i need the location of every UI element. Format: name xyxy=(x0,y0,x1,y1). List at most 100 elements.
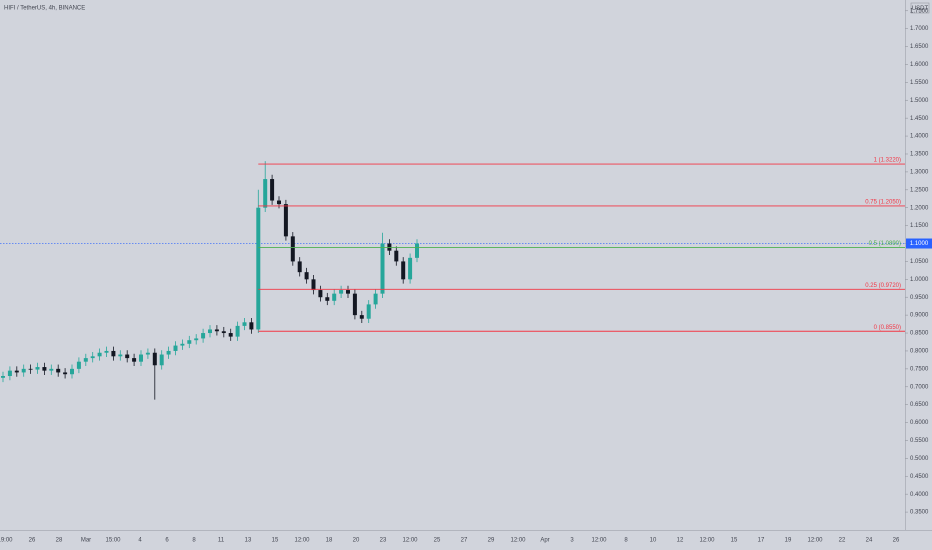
y-tick-label: 0.7000 xyxy=(910,384,929,390)
y-tick-label: 0.6500 xyxy=(910,402,929,408)
y-tick-label: 1.6000 xyxy=(910,62,929,68)
x-tick-label: 25 xyxy=(434,538,441,544)
candle-body xyxy=(180,343,185,346)
x-tick-label: 19 xyxy=(785,538,792,544)
candle-body xyxy=(304,272,309,280)
x-tick-label: 15:00 xyxy=(105,538,121,544)
currency-box xyxy=(910,2,930,14)
candle-body xyxy=(159,354,164,366)
candle-body xyxy=(359,315,364,319)
x-tick-label: 12:00 xyxy=(510,538,526,544)
candle-body xyxy=(256,207,261,330)
candle-body xyxy=(242,322,247,326)
candle-body xyxy=(221,331,226,334)
candle-body xyxy=(111,350,116,357)
candle-body xyxy=(194,338,199,341)
x-tick-label: 23 xyxy=(380,538,387,544)
candle-body xyxy=(7,370,12,377)
candle-body xyxy=(76,361,81,369)
candle-body xyxy=(270,179,275,201)
candle-body xyxy=(332,293,337,301)
candle-body xyxy=(56,368,61,373)
x-tick-label: 17 xyxy=(758,538,765,544)
x-tick-label: 12:00 xyxy=(699,538,715,544)
candle-body xyxy=(311,279,316,291)
y-tick-label: 0.4500 xyxy=(910,474,929,480)
candle-body xyxy=(35,367,40,370)
candle-body xyxy=(346,290,350,294)
candle-body xyxy=(118,354,123,357)
x-tick-label: Apr xyxy=(540,538,549,544)
x-tick-label: 26 xyxy=(893,538,900,544)
x-tick-label: 15 xyxy=(272,538,279,544)
candle-body xyxy=(139,354,143,362)
candle-body xyxy=(42,367,47,371)
candle-body xyxy=(187,340,192,344)
x-tick-label: 10 xyxy=(650,538,657,544)
y-tick-label: 1.4000 xyxy=(910,134,929,140)
x-tick-label: 22 xyxy=(839,538,846,544)
y-tick-label: 1.3000 xyxy=(910,169,929,175)
candle-body xyxy=(249,322,254,330)
y-tick-label: 0.6000 xyxy=(910,420,929,426)
candle-body xyxy=(352,293,357,316)
candle-body xyxy=(401,261,406,280)
last-price-label: 1.1000 xyxy=(910,241,929,247)
candle-body xyxy=(28,368,33,370)
x-tick-label: 12:00 xyxy=(294,538,310,544)
y-tick-label: 1.2000 xyxy=(910,205,929,211)
y-tick-label: 0.9500 xyxy=(910,295,929,301)
candle-body xyxy=(97,352,102,357)
candle-body xyxy=(415,243,419,258)
candle-body xyxy=(152,352,157,366)
candle-body xyxy=(70,368,74,375)
candle-body xyxy=(90,356,95,359)
x-tick-label: 13 xyxy=(245,538,252,544)
x-tick-label: 20 xyxy=(353,538,360,544)
x-tick-label: 28 xyxy=(56,538,63,544)
candle-body xyxy=(166,350,171,355)
y-tick-label: 1.0000 xyxy=(910,277,929,283)
last-price-box xyxy=(906,238,932,249)
y-tick-label: 0.5500 xyxy=(910,438,929,444)
candle-body xyxy=(277,200,281,205)
x-tick-label: 6 xyxy=(165,538,169,544)
y-tick-label: 1.5500 xyxy=(910,80,929,86)
x-tick-label: 3 xyxy=(570,538,574,544)
x-tick-label: 12 xyxy=(677,538,684,544)
candle-body xyxy=(325,297,330,301)
candle-body xyxy=(339,290,344,294)
candle-body xyxy=(214,329,219,332)
candle-body xyxy=(201,333,206,339)
candle-body xyxy=(63,372,68,375)
candle-body xyxy=(283,204,288,237)
x-tick-label: 8 xyxy=(624,538,628,544)
x-tick-label: 15 xyxy=(731,538,738,544)
y-tick-label: 1.3500 xyxy=(910,152,929,158)
candle-body xyxy=(145,352,150,355)
y-tick-label: 1.1500 xyxy=(910,223,929,229)
fib-label: 0 (0.8550) xyxy=(874,325,901,331)
x-tick-label: 29 xyxy=(488,538,495,544)
fib-label: 1 (1.3220) xyxy=(874,158,901,164)
candle-body xyxy=(83,358,88,362)
candle-body xyxy=(208,329,212,334)
candle-body xyxy=(408,257,413,280)
fib-label: 0.25 (0.9720) xyxy=(865,283,901,289)
candle-body xyxy=(394,250,399,262)
candle-body xyxy=(235,325,240,337)
x-tick-label: 4 xyxy=(138,538,142,544)
y-tick-label: 0.5000 xyxy=(910,456,929,462)
y-tick-label: 1.0500 xyxy=(910,259,929,265)
x-tick-label: 26 xyxy=(29,538,36,544)
candle-body xyxy=(125,354,130,359)
candle-body xyxy=(132,358,137,362)
y-tick-label: 0.3500 xyxy=(910,510,929,516)
x-tick-label: 12:00 xyxy=(591,538,607,544)
chart-title: HIFI / TetherUS, 4h, BINANCE xyxy=(4,6,85,12)
y-tick-label: 0.7500 xyxy=(910,366,929,372)
y-tick-label: 0.8500 xyxy=(910,331,929,337)
